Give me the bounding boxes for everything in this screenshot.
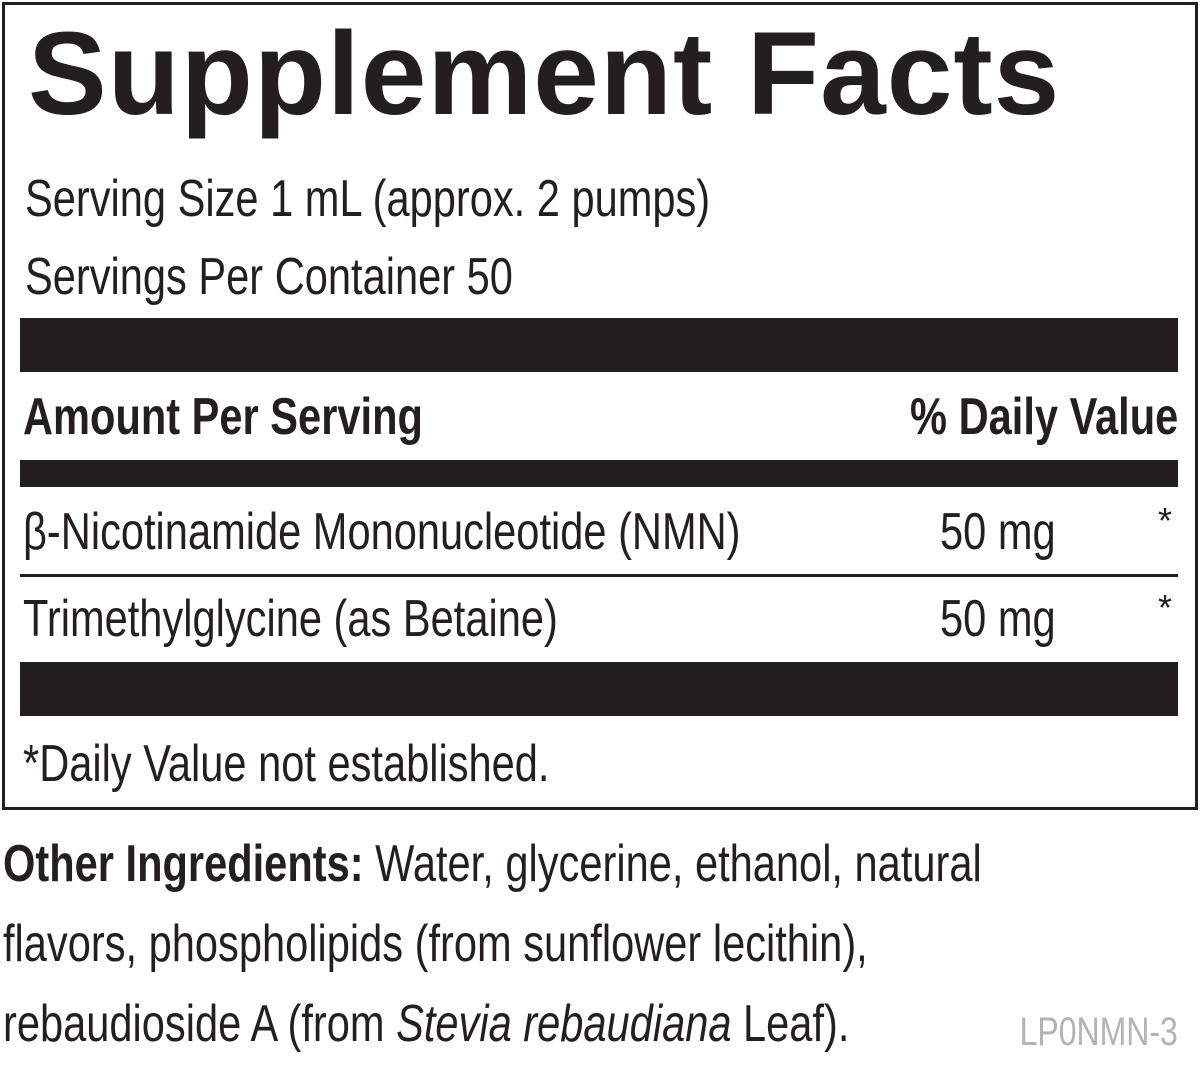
ingredients-line: Water, glycerine, ethanol, natural bbox=[363, 835, 982, 893]
amount-per-serving-label: Amount Per Serving bbox=[23, 388, 423, 446]
nutrient-amount: 50 mg bbox=[940, 590, 1056, 648]
nutrient-dv: * bbox=[1158, 587, 1173, 628]
footnote: *Daily Value not established. bbox=[23, 735, 550, 793]
divider-line bbox=[20, 574, 1178, 577]
supplement-facts-panel bbox=[2, 2, 1198, 810]
product-code: LP0NMN-3 bbox=[1019, 1010, 1178, 1054]
ingredients-line: Leaf). bbox=[731, 995, 850, 1053]
ingredients-line: rebaudioside A (from bbox=[3, 995, 397, 1053]
other-ingredients-label: Other Ingredients: bbox=[3, 835, 364, 893]
nutrient-amount: 50 mg bbox=[940, 503, 1056, 561]
nutrient-name: β-Nicotinamide Mononucleotide (NMN) bbox=[23, 503, 741, 561]
serving-size: Serving Size 1 mL (approx. 2 pumps) bbox=[25, 170, 711, 228]
nutrient-name: Trimethylglycine (as Betaine) bbox=[23, 590, 558, 648]
ingredients-italic: Stevia rebaudiana bbox=[396, 995, 732, 1053]
divider-bar bbox=[20, 662, 1178, 716]
divider-bar bbox=[20, 318, 1178, 372]
nutrient-dv: * bbox=[1158, 500, 1173, 541]
servings-per-container: Servings Per Container 50 bbox=[25, 248, 513, 306]
panel-title: Supplement Facts bbox=[28, 8, 1061, 140]
daily-value-label: % Daily Value bbox=[909, 388, 1178, 446]
divider-bar bbox=[20, 460, 1178, 487]
ingredients-line: flavors, phospholipids (from sunflower l… bbox=[3, 915, 868, 973]
